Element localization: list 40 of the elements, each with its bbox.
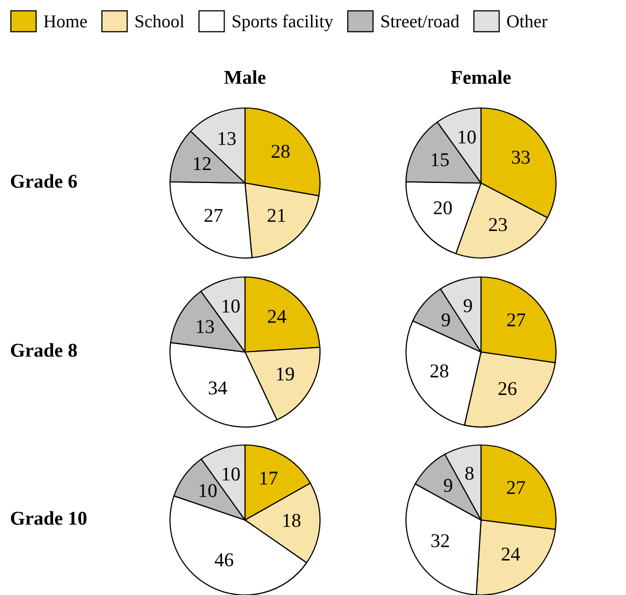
legend-label: Other (507, 14, 548, 28)
data-label: 32 (431, 534, 449, 548)
data-label: 46 (214, 553, 234, 566)
data-label: 26 (498, 382, 517, 396)
legend-label: Street/road (381, 14, 460, 28)
chart-title: Female (451, 70, 511, 84)
data-label: 17 (260, 472, 278, 485)
data-label: 33 (512, 150, 530, 164)
legend-label: Sports facility (232, 14, 334, 32)
data-label: 27 (507, 313, 526, 326)
data-label: 24 (502, 548, 520, 561)
text: Grade 6 (10, 174, 77, 188)
data-label: 9 (464, 299, 472, 312)
data-label: 28 (272, 144, 290, 158)
data-label: 9 (444, 478, 452, 492)
data-label: 27 (507, 481, 526, 494)
data-label: 10 (222, 300, 240, 313)
legend-label: Home (44, 15, 87, 28)
data-label: 20 (434, 201, 452, 214)
data-label: 18 (283, 514, 300, 528)
text: Grade 10 (10, 511, 86, 525)
data-label: 13 (196, 320, 214, 334)
data-label: 15 (432, 153, 449, 166)
data-label: 10 (222, 467, 240, 481)
data-label: 10 (200, 484, 217, 498)
data-label: 24 (268, 310, 286, 323)
text: Male (224, 70, 266, 84)
data-label: 19 (277, 367, 294, 381)
data-label: 13 (218, 132, 236, 146)
data-label: 21 (268, 208, 286, 222)
data-label: 28 (430, 364, 448, 378)
text: Grade 8 (10, 343, 77, 357)
data-label: 34 (208, 381, 228, 394)
data-label: 23 (489, 218, 507, 232)
data-label: 10 (458, 130, 476, 144)
data-label: 9 (442, 313, 450, 326)
legend-label: School (136, 14, 184, 28)
data-label: 12 (194, 157, 211, 170)
data-label: 27 (204, 208, 223, 222)
data-label: 8 (465, 466, 474, 480)
